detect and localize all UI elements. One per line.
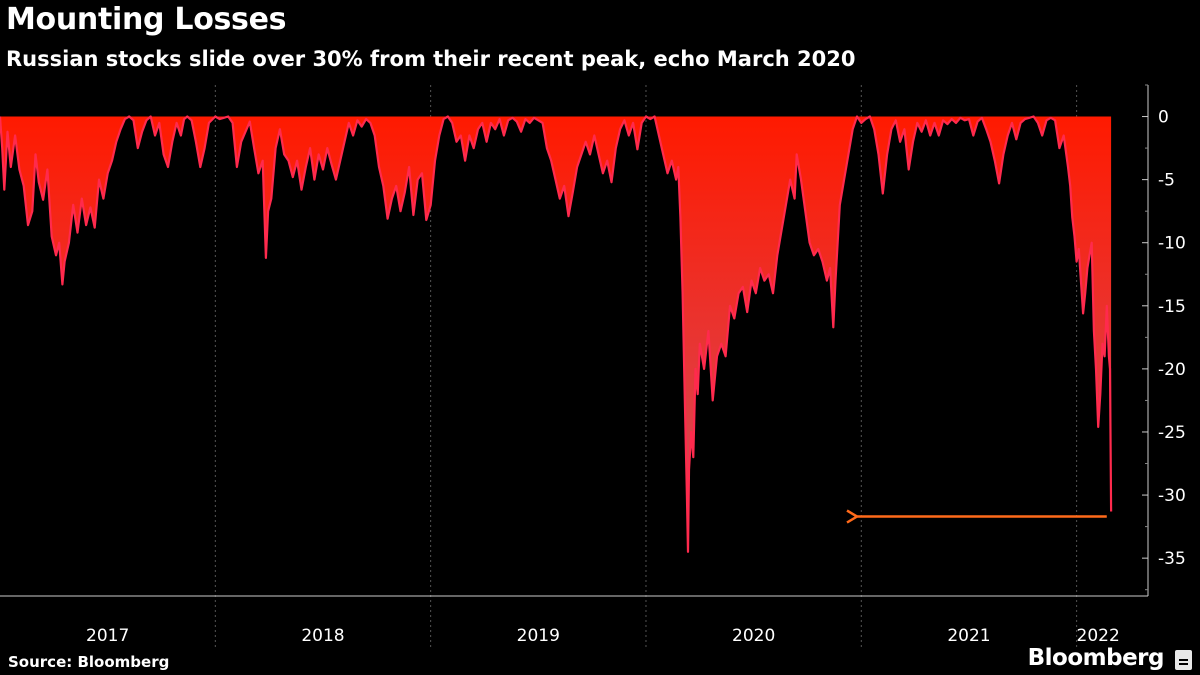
y-tick-label: -35: [1158, 549, 1186, 569]
x-tick-label: 2021: [947, 626, 990, 646]
grid: [214, 85, 1078, 650]
y-tick-label: -10: [1158, 234, 1186, 254]
y-tick-label: -30: [1158, 486, 1186, 506]
drawdown-area: [0, 116, 1112, 552]
bloomberg-logo: Bloomberg: [1027, 645, 1165, 671]
bloomberg-mark-icon: [1175, 650, 1192, 670]
x-tick-label: 2020: [732, 626, 775, 646]
x-tick-label: 2017: [86, 626, 129, 646]
x-tick-label: 2019: [517, 626, 560, 646]
x-tick-label: 2022: [1077, 626, 1120, 646]
y-tick-label: -5: [1158, 171, 1175, 191]
y-tick-label: -25: [1158, 423, 1186, 443]
source-note: Source: Bloomberg: [8, 653, 170, 671]
y-tick-label: 0: [1158, 108, 1169, 128]
x-tick-label: 2018: [301, 626, 344, 646]
chart-title: Mounting Losses: [6, 2, 287, 37]
drawdown-line: [0, 115, 1113, 553]
y-tick-label: -20: [1158, 360, 1186, 380]
y-tick-label: -15: [1158, 297, 1186, 317]
axes: 0 -5 -10 -15 -20 -25 -30 -35 2017 2018 2019 2020 202…: [0, 84, 1186, 646]
chart-subtitle: Russian stocks slide over 30% from their…: [6, 47, 856, 71]
